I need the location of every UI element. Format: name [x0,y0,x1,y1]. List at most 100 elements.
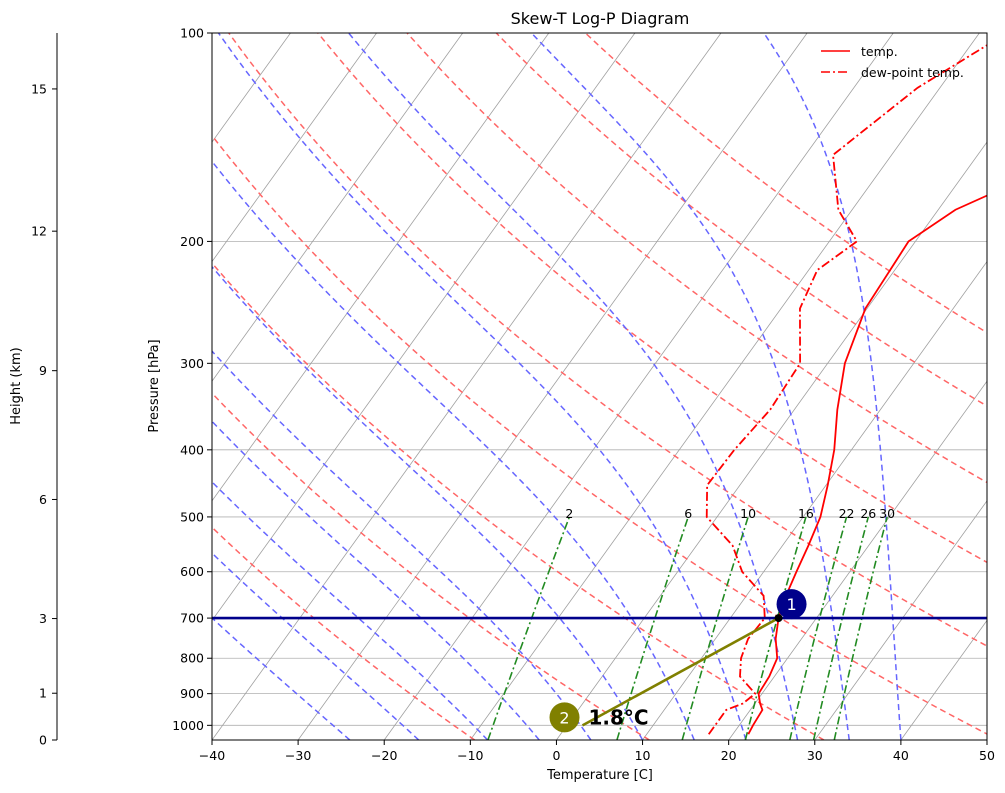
moist-adiabat-line [348,33,799,740]
dry-adiabat-line [212,392,650,740]
x-tick-label: 50 [979,748,995,763]
parcel-end-point [774,614,783,623]
y-tick-label: 300 [180,356,204,371]
x-tick-label: −30 [285,748,311,763]
y-tick-label: 1000 [172,718,204,733]
mixing-ratio-label: 10 [740,506,756,521]
moist-adiabat-line [212,350,592,740]
parcel-path-line [581,616,780,727]
moist-adiabat-line [217,33,747,740]
moist-adiabat-line [212,480,489,740]
isotherm-line [900,619,987,740]
isotherm-line [814,500,987,740]
height-tick-label: 6 [39,492,47,507]
x-tick-label: −10 [457,748,483,763]
parcel-line [581,614,783,727]
dry-adiabat-line [212,261,825,740]
isotherm-line [212,33,550,502]
mixing-ratio-lines [487,516,888,740]
dry-adiabat-line [495,33,987,407]
parcel-temperature-annotation: 1.8°C [589,705,649,729]
mixing-ratio-line [833,516,888,740]
y-tick-label: 200 [180,234,204,249]
y-axis-label: Pressure [hPa] [147,339,162,432]
y-tick-label: 700 [180,611,204,626]
series-lines [705,44,987,735]
dry-adiabat-line [228,33,987,647]
y-axis: 100 200 300 400 500 600 700 800 900 1000 [172,26,212,733]
isotherm-line [212,33,636,622]
isotherms [212,33,987,740]
mixing-ratio-line [616,516,689,740]
height-tick-label: 0 [39,733,47,748]
isotherm-line [297,33,808,740]
marker-2-circle [549,702,580,733]
y-tick-label: 900 [180,686,204,701]
height-axis-label: Height (km) [9,347,24,424]
temperature-series-line [747,194,987,735]
isotherm-line [383,33,894,740]
mixing-ratio-label: 6 [684,506,692,521]
isotherm-line [470,33,980,740]
legend-dewpoint-label: dew-point temp. [861,65,964,80]
legend: temp. dew-point temp. [821,44,964,80]
chart-title: Skew-T Log-P Diagram [511,9,690,28]
isotherm-line [986,739,987,740]
dry-adiabat-line [584,33,987,334]
y-tick-label: 600 [180,564,204,579]
mixing-ratio-label: 30 [879,506,895,521]
height-axis: 0 1 3 6 9 12 15 Height (km) [9,33,58,748]
x-tick-label: 10 [635,748,651,763]
moist-adiabat-line [212,265,644,740]
mixing-ratio-label: 22 [839,506,855,521]
moist-adiabat-line [212,552,420,740]
pressure-grid [212,33,987,726]
isotherm-line [212,33,291,143]
height-tick-label: 12 [31,224,47,239]
mixing-ratio-line [744,516,807,740]
mixing-ratio-label: 2 [565,506,573,521]
x-axis: −40 −30 −20 −10 0 10 20 30 40 50 [199,740,995,763]
x-tick-label: 30 [807,748,823,763]
mixing-ratio-line [789,516,848,740]
moist-adiabat-line [212,420,540,740]
height-tick-label: 3 [39,611,47,626]
marker-2-label: 2 [559,708,569,727]
marker-1-circle [776,589,807,620]
moist-adiabats [212,33,902,740]
x-tick-label: 40 [893,748,909,763]
mixing-ratio-labels: 2 6 10 16 22 26 30 [565,506,895,521]
marker-1-label: 1 [786,595,796,614]
height-tick-label: 9 [39,363,47,378]
height-tick-label: 1 [39,686,47,701]
mixing-ratio-line [681,516,749,740]
isotherm-line [212,33,464,382]
x-tick-label: 20 [721,748,737,763]
mixing-ratio-label: 16 [798,506,814,521]
height-tick-label: 15 [31,81,47,96]
markers: 1 2 1.8°C [549,589,807,733]
height-ticks: 0 1 3 6 9 12 15 [31,81,57,748]
dry-adiabat-line [212,134,987,735]
isotherm-line [212,33,377,263]
y-tick-label: 100 [180,26,204,41]
legend-temp-label: temp. [861,44,898,59]
dry-adiabat-line [317,33,987,564]
isotherm-line [728,380,987,740]
plot-frame [211,32,988,741]
moist-adiabat-line [212,616,351,740]
moist-adiabat-line [530,33,850,740]
y-tick-label: 400 [180,442,204,457]
y-tick-label: 800 [180,651,204,666]
mixing-ratio-line [487,516,571,740]
isotherm-line [556,141,987,740]
mixing-ratio-line [812,516,870,740]
x-tick-label: 0 [552,748,560,763]
isotherm-line [212,33,722,740]
dewpoint-series-line [705,44,987,735]
x-tick-label: −20 [371,748,397,763]
x-axis-label: Temperature [C] [546,768,653,783]
dry-adiabat-line [212,526,476,740]
mixing-ratio-label: 26 [860,506,876,521]
